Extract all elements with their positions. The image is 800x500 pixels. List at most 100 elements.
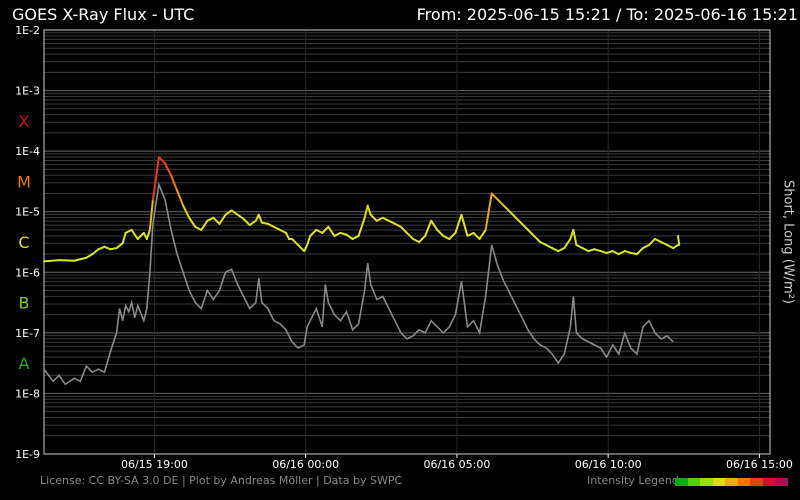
series-long-segment [321, 225, 330, 234]
series-long-segment [406, 231, 415, 240]
series-long-segment [188, 216, 197, 228]
series-long-segment [145, 228, 151, 240]
series-long-segment [575, 244, 584, 250]
footer-credits: License: CC BY-SA 3.0 DE | Plot by Andre… [40, 474, 403, 487]
time-range: From: 2025-06-15 15:21 / To: 2025-06-16 … [416, 5, 798, 24]
series-long-segment [539, 241, 548, 247]
y-tick-label: 1E-5 [15, 206, 40, 219]
series-long-segment [339, 231, 348, 236]
series-long-segment [381, 216, 390, 222]
plot-area [44, 30, 770, 454]
series-long-segment [654, 237, 663, 243]
series-long-segment [563, 237, 572, 250]
series-long-segment [327, 225, 336, 237]
series-long-segment [514, 216, 523, 225]
series-long-segment [206, 216, 215, 222]
series-long-segment [593, 248, 602, 253]
series-long-segment [260, 221, 269, 225]
series-long-segment [85, 253, 94, 259]
series-long-segment [97, 245, 106, 251]
series-long-segment [148, 198, 154, 231]
series-long-segment [43, 259, 61, 263]
series-long-segment [272, 225, 281, 231]
intensity-legend-swatch [675, 478, 688, 486]
series-long-segment [648, 237, 657, 247]
plot-frame [43, 29, 771, 455]
series-long-segment [124, 228, 133, 234]
series-long-segment [357, 216, 366, 237]
series-long-segment [218, 213, 227, 225]
series-long-segment [635, 247, 644, 256]
series-long-segment [533, 234, 542, 243]
y-tick-label: 1E-3 [15, 85, 40, 98]
intensity-legend-swatch [750, 478, 763, 486]
intensity-legend-swatch [687, 478, 700, 486]
series-long-segment [297, 244, 306, 253]
series-long-segment [617, 250, 626, 256]
series-long-segment [266, 222, 275, 228]
series-long-segment [442, 234, 451, 240]
series-long-segment [466, 231, 475, 237]
series-long-segment [611, 250, 620, 256]
series-long-segment [677, 234, 681, 247]
intensity-legend-swatch [775, 478, 788, 486]
series-long-segment [212, 216, 221, 225]
series-long-segment [345, 233, 354, 240]
intensity-legend-swatch [725, 478, 738, 486]
series-long-segment [164, 162, 173, 177]
series-long-segment [641, 244, 650, 250]
series-long-segment [224, 209, 233, 216]
series-long-segment [418, 234, 427, 243]
series-long-segment [309, 228, 318, 237]
class-label-b: B [19, 294, 30, 313]
y-tick-label: 1E-2 [15, 24, 40, 37]
intensity-legend-label: Intensity Legend [587, 474, 679, 487]
series-long-segment [248, 219, 257, 227]
series-long-segment [115, 242, 124, 250]
chart-title: GOES X-Ray Flux - UTC [12, 5, 195, 24]
series-long-segment [660, 241, 669, 247]
series-long-segment [306, 234, 312, 247]
series-long-segment [91, 248, 100, 256]
x-tick-label: 06/16 10:00 [575, 458, 642, 471]
intensity-legend-swatch [737, 478, 750, 486]
series-long-segment [333, 231, 342, 237]
series-long-segment [170, 174, 179, 192]
series-long-segment [176, 189, 185, 207]
y-tick-label: 1E-6 [15, 266, 40, 279]
series-long-segment [527, 228, 536, 237]
series-long-segment [393, 222, 402, 228]
series-long-segment [257, 213, 263, 224]
series-long-segment [460, 213, 469, 237]
series-long-segment [581, 247, 590, 253]
intensity-legend-swatch [712, 478, 725, 486]
series-long-segment [182, 204, 191, 219]
series-long-segment [448, 231, 457, 240]
series-long-segment [623, 250, 632, 254]
y-tick-label: 1E-4 [15, 145, 40, 158]
series-long-segment [236, 213, 245, 220]
y-tick-label: 1E-7 [15, 327, 40, 340]
series-long-segment [58, 259, 76, 262]
series-long-segment [599, 250, 608, 254]
series-long-segment [412, 237, 421, 243]
series-long-segment [454, 213, 463, 234]
series-long-segment [73, 256, 88, 262]
series-long-segment [587, 248, 596, 253]
intensity-legend-swatch [762, 478, 775, 486]
series-long-segment [366, 204, 372, 216]
class-label-m: M [17, 172, 31, 191]
series-long-segment [551, 247, 560, 253]
series-long-segment [520, 222, 529, 231]
y-axis-label: Short, Long (W/m²) [780, 180, 796, 304]
series-long-segment [472, 231, 481, 240]
series-long-segment [557, 247, 566, 253]
series-long-segment [303, 244, 309, 253]
series-long-segment [605, 250, 614, 254]
series-long-segment [399, 225, 408, 234]
intensity-legend-swatch [700, 478, 713, 486]
series-long-segment [121, 231, 127, 245]
series-long-segment [629, 251, 638, 256]
series-long-segment [490, 192, 499, 201]
